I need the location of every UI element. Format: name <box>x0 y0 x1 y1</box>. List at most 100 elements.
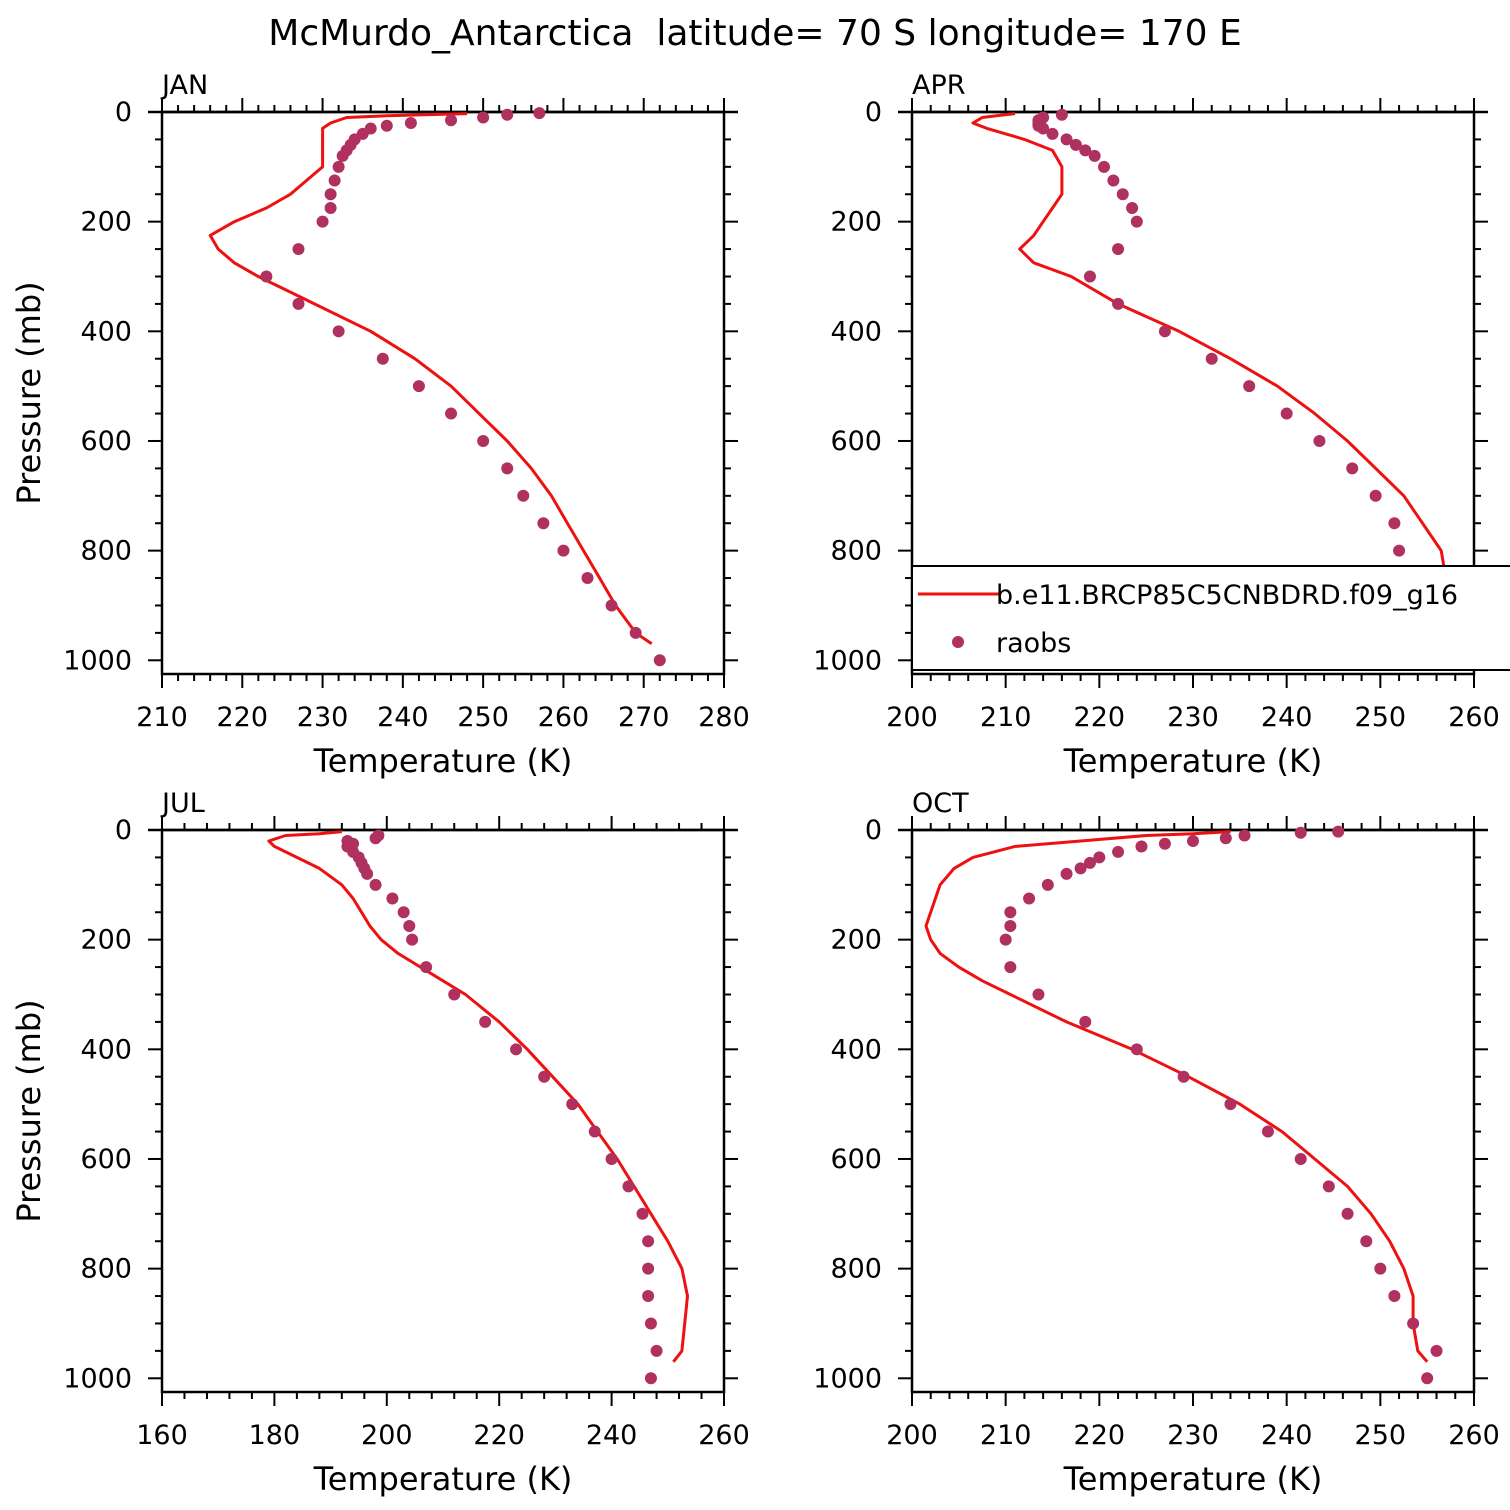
raobs-point <box>1294 1152 1307 1165</box>
x-axis-label: Temperature (K) <box>313 742 573 780</box>
y-tick-label: 800 <box>830 536 882 567</box>
model-series-line <box>267 830 689 1363</box>
y-tick-label: 1000 <box>813 1363 882 1394</box>
raobs-point <box>1374 1262 1387 1275</box>
raobs-point <box>566 1098 579 1111</box>
raobs-point <box>1388 517 1401 530</box>
raobs-point <box>629 626 642 639</box>
raobs-point <box>1407 1317 1420 1330</box>
figure-title: McMurdo_Antarctica latitude= 70 S longit… <box>268 13 1241 54</box>
legend-box <box>911 565 1510 671</box>
y-tick-label: 800 <box>830 1254 882 1285</box>
panel-oct: 200 210 220 230 240 250 260 0 200 400 600 800 1000 OC… <box>813 788 1499 1498</box>
raobs-point <box>650 1344 663 1357</box>
y-tick-label: 1000 <box>813 645 882 676</box>
raobs-point <box>386 892 399 905</box>
raobs-point <box>477 111 490 124</box>
raobs-point <box>376 352 389 365</box>
x-tick-label: 200 <box>886 702 938 733</box>
raobs-point <box>1074 862 1087 875</box>
model-series-line <box>208 112 653 646</box>
raobs-point <box>316 215 329 228</box>
legend-obs-swatch <box>952 636 964 648</box>
raobs-point <box>397 906 410 919</box>
raobs-point <box>1205 352 1218 365</box>
raobs-point <box>653 654 666 667</box>
x-axis-label: Temperature (K) <box>1063 1460 1323 1498</box>
panel-label: JUL <box>160 788 205 819</box>
panel-jan: 210 220 230 240 250 260 270 280 0 200 400 600 800 100… <box>10 70 750 780</box>
raobs-point <box>380 119 393 132</box>
y-tick-label: 200 <box>80 207 132 238</box>
raobs-point <box>292 297 305 310</box>
raobs-point <box>501 108 514 121</box>
raobs-point <box>336 149 349 162</box>
raobs-point <box>533 107 546 120</box>
raobs-point <box>412 380 425 393</box>
x-axis-label: Temperature (K) <box>313 1460 573 1498</box>
y-tick-label: 200 <box>80 925 132 956</box>
panel-label: JAN <box>160 70 208 101</box>
raobs-point <box>1261 1125 1274 1138</box>
raobs-point <box>404 116 417 129</box>
raobs-point <box>1032 988 1045 1001</box>
raobs-point <box>361 867 374 880</box>
raobs-point <box>537 517 550 530</box>
raobs-point <box>1004 961 1017 974</box>
raobs-point <box>1177 1070 1190 1083</box>
raobs-point <box>501 462 514 475</box>
raobs-point <box>406 933 419 946</box>
raobs-point <box>260 270 273 283</box>
raobs-point <box>605 1152 618 1165</box>
raobs-point <box>999 933 1012 946</box>
raobs-point <box>1112 243 1125 256</box>
raobs-point <box>403 919 416 932</box>
y-tick-label: 200 <box>830 925 882 956</box>
raobs-point <box>1158 325 1171 338</box>
y-tick-label: 400 <box>830 1034 882 1065</box>
raobs-point <box>510 1043 523 1056</box>
raobs-point <box>1088 149 1101 162</box>
raobs-point <box>1126 201 1139 214</box>
y-tick-label: 1000 <box>63 1363 132 1394</box>
y-tick-label: 400 <box>80 316 132 347</box>
panels: 210 220 230 240 250 260 270 280 0 200 400 600 800 100… <box>10 70 1500 1498</box>
raobs-point <box>1187 834 1199 847</box>
raobs-point <box>644 1372 657 1385</box>
raobs-point <box>636 1207 649 1220</box>
raobs-point <box>324 201 337 214</box>
y-axis-label: Pressure (mb) <box>10 281 48 504</box>
panel-label: OCT <box>912 788 969 819</box>
x-tick-label: 230 <box>297 702 349 733</box>
x-tick-label: 260 <box>1448 1420 1500 1451</box>
raobs-point <box>1023 892 1036 905</box>
raobs-point <box>1107 174 1120 187</box>
x-tick-label: 250 <box>457 702 509 733</box>
raobs-point <box>1083 270 1096 283</box>
raobs-point <box>1083 856 1096 869</box>
raobs-point <box>1060 867 1073 880</box>
raobs-point <box>1037 122 1050 135</box>
panel-label: APR <box>912 70 966 101</box>
raobs-point <box>1079 1015 1092 1028</box>
x-tick-label: 260 <box>698 1420 750 1451</box>
x-tick-label: 220 <box>1074 1420 1126 1451</box>
panel-apr: 200 210 220 230 240 250 260 0 200 400 600 800 1000 AP… <box>813 70 1499 780</box>
raobs-point <box>332 160 345 173</box>
raobs-point <box>324 188 337 201</box>
raobs-point <box>1069 138 1082 151</box>
raobs-point <box>1238 829 1251 842</box>
raobs-point <box>445 114 458 127</box>
y-tick-label: 600 <box>80 426 132 457</box>
x-tick-label: 250 <box>1355 1420 1407 1451</box>
raobs-point <box>1294 826 1307 839</box>
x-tick-label: 260 <box>538 702 590 733</box>
raobs-point <box>477 434 490 447</box>
x-axis-label: Temperature (K) <box>1063 742 1323 780</box>
raobs-point <box>605 599 618 612</box>
raobs-point <box>1130 1043 1143 1056</box>
raobs-point <box>1112 845 1125 858</box>
raobs-point <box>1116 188 1129 201</box>
